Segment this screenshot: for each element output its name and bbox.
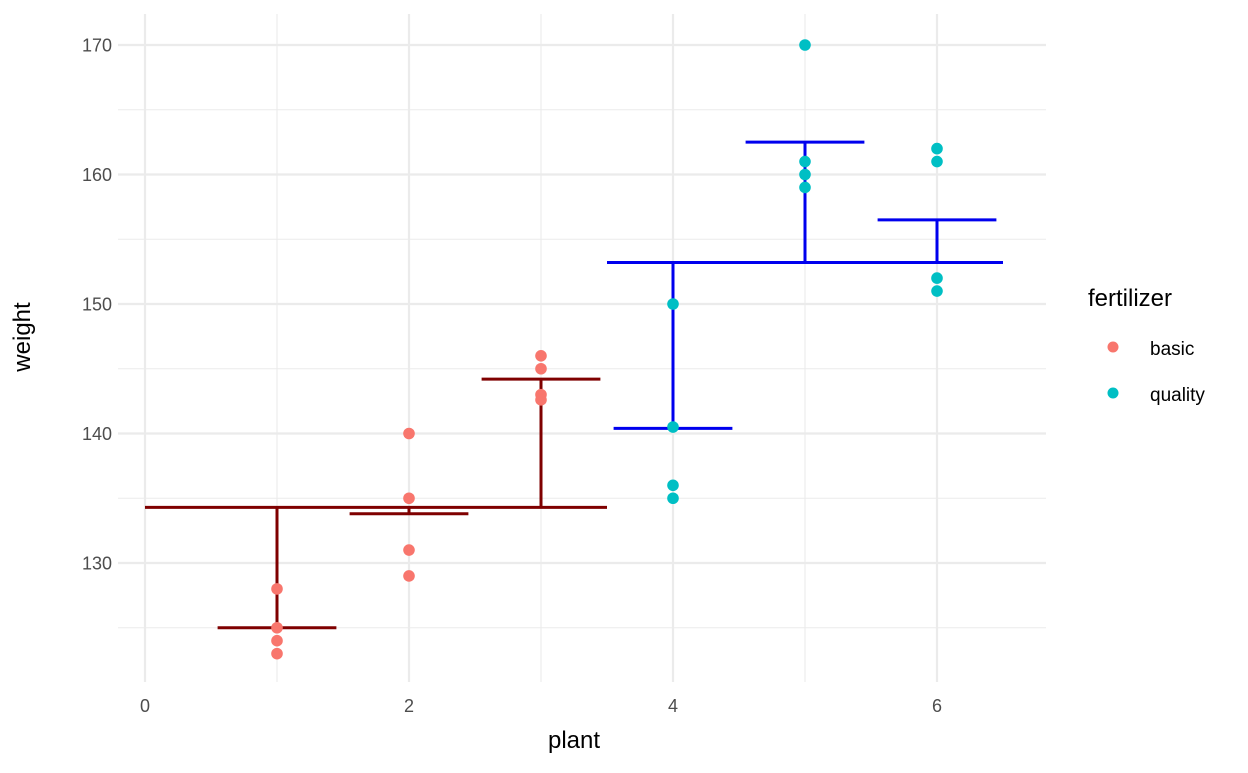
data-point-basic xyxy=(271,583,283,595)
y-tick-label: 150 xyxy=(82,295,112,315)
grid-lines xyxy=(118,14,1046,682)
legend-label-quality: quality xyxy=(1150,385,1205,406)
data-point-quality xyxy=(931,142,943,155)
y-tick-label: 170 xyxy=(82,36,112,56)
data-point-quality xyxy=(667,479,679,492)
x-tick-label: 2 xyxy=(404,696,414,716)
data-point-quality xyxy=(667,421,679,433)
data-point-basic xyxy=(403,427,415,440)
data-point-quality xyxy=(931,285,943,297)
data-point-basic xyxy=(535,362,547,375)
data-point-quality xyxy=(799,168,811,181)
y-tick-label: 160 xyxy=(82,165,112,185)
y-axis-title: weight xyxy=(9,302,36,373)
x-tick-label: 6 xyxy=(932,696,942,716)
legend-title: fertilizer xyxy=(1088,285,1172,312)
data-point-basic xyxy=(403,570,415,582)
data-point-basic xyxy=(271,647,283,660)
data-point-basic xyxy=(271,634,283,647)
legend-label-basic: basic xyxy=(1150,339,1194,360)
data-point-quality xyxy=(931,155,943,168)
data-point-quality xyxy=(667,492,679,505)
data-point-basic xyxy=(535,394,547,406)
data-point-basic xyxy=(403,544,415,556)
mean-segments xyxy=(145,140,1003,630)
y-tick-label: 140 xyxy=(82,424,112,444)
data-point-quality xyxy=(799,155,811,168)
data-point-quality xyxy=(799,181,811,194)
data-points xyxy=(271,39,943,660)
legend-swatch-basic xyxy=(1107,341,1119,353)
tick-labels: 0 2 4 6 130 140 150 160 170 xyxy=(82,36,942,717)
data-point-quality xyxy=(799,39,811,51)
x-tick-label: 0 xyxy=(140,696,150,716)
data-point-basic xyxy=(403,492,415,505)
data-point-quality xyxy=(931,272,943,284)
x-axis-title: plant xyxy=(548,727,600,754)
data-point-basic xyxy=(535,350,547,362)
data-point-quality xyxy=(667,298,679,310)
data-point-basic xyxy=(271,621,283,634)
legend: fertilizer basic quality xyxy=(1088,285,1205,406)
x-tick-label: 4 xyxy=(668,696,678,716)
y-tick-label: 130 xyxy=(82,554,112,574)
legend-swatch-quality xyxy=(1107,387,1119,399)
